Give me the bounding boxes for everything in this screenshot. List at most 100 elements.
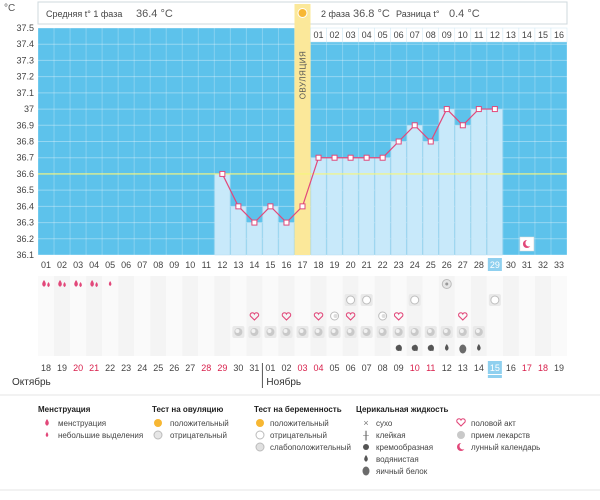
grid-cell [422,292,439,308]
temperature-point [331,154,338,161]
calendar-date-label: 02 [281,363,291,373]
temperature-bar [278,222,295,256]
y-tick-label: 36.9 [16,120,34,130]
calendar-date-label: 04 [314,363,324,373]
temperature-point [347,154,354,161]
legend-item-label: клейкая [376,431,406,440]
legend-ovulation-positive-icon [154,419,162,427]
calendar-date-label: 05 [330,363,340,373]
cycle-day-label: 05 [105,260,115,270]
calendar-date-label: 28 [201,363,211,373]
grid-cell [118,308,135,324]
calendar-date-label: 18 [41,363,51,373]
calendar-date-label: 19 [57,363,67,373]
y-tick-label: 37.1 [16,88,34,98]
grid-cell [518,292,535,308]
grid-cell [326,276,343,292]
grid-cell [198,324,215,340]
pills-icon-shine [251,329,256,333]
y-tick-label: 36.4 [16,201,34,211]
grid-cell [38,308,55,324]
phase2-day-label: 13 [506,30,516,40]
cycle-day-label: 01 [41,260,51,270]
phase2-day-label: 15 [538,30,548,40]
grid-cell [326,292,343,308]
grid-cell [38,340,55,356]
grid-cell [518,324,535,340]
phase2-day-cell [550,27,568,43]
grid-cell [294,340,311,356]
grid-cell [534,308,551,324]
grid-cell [166,340,183,356]
y-tick-label: 36.2 [16,234,34,244]
grid-cell [134,292,151,308]
phase2-day-label: 14 [522,30,532,40]
cycle-day-label: 30 [506,260,516,270]
creamy-fluid-icon [411,345,418,351]
calendar-date-label: 07 [362,363,372,373]
grid-cell [182,276,199,292]
calendar-date-label: 10 [410,363,420,373]
grid-cell [518,276,535,292]
spotting-drop-icon [108,281,112,287]
legend-item-label: отрицательный [270,431,327,440]
grid-cell [550,276,567,292]
cycle-day-label: 31 [522,260,532,270]
menstruation-drop-icon [95,282,98,288]
temperature-point [267,203,274,210]
y-tick-label: 36.3 [16,218,34,228]
grid-cell [390,308,407,324]
cycle-day-label: 08 [153,260,163,270]
menstruation-drop-icon [47,282,50,288]
grid-cell [166,292,183,308]
temperature-bar [358,157,375,256]
grid-cell [454,308,471,324]
legend-watery-icon [364,455,368,462]
legend-title: Тест на беременность [254,405,342,414]
legend-item-label: положительный [270,419,329,428]
temperature-bar [422,141,439,256]
intercourse-heart-icon [393,312,404,321]
legend-item-label: водянистая [376,455,419,464]
calendar-date-label: 21 [89,363,99,373]
grid-cell [278,308,295,324]
calendar-date-label: 14 [474,363,484,373]
grid-cell [198,276,215,292]
grid-cell [182,340,199,356]
cycle-day-label: 29 [490,260,500,270]
phase2-value: 36.8 °C [353,8,390,20]
pills-icon-shine [427,329,432,333]
grid-cell [342,308,359,324]
legend-item-label: кремообразная [376,443,433,452]
grid-cell [246,276,263,292]
legend-pills-icon [457,431,465,439]
legend-item-label: отрицательный [170,431,227,440]
temperature-bar [471,108,487,256]
grid-cell [438,308,455,324]
calendar-date-label: 08 [378,363,388,373]
phase1-value: 36.4 °C [136,8,173,20]
grid-cell [454,292,471,308]
legend-creamy-icon [363,444,369,450]
legend-item-label: яичный белок [376,467,428,476]
grid-cell [118,292,135,308]
y-tick-label: 37.4 [16,39,34,49]
grid-cell [550,292,567,308]
y-tick-label: 37.2 [16,72,34,82]
grid-cell [102,308,119,324]
cycle-day-label: 25 [426,260,436,270]
grid-cell [150,308,167,324]
calendar-date-label: 30 [233,363,243,373]
legend-item-label: половой акт [471,419,516,428]
pregnancy-test-faint-icon-inner [381,314,386,318]
phase2-day-label: 02 [330,30,340,40]
ovulation-label: ОВУЛЯЦИЯ [299,51,308,100]
pregnancy-test-negative-icon [362,295,372,305]
grid-cell [486,308,503,324]
grid-cell [310,292,327,308]
grid-cell [422,276,439,292]
cycle-day-label: 22 [378,260,388,270]
calendar-date-label: 31 [249,363,259,373]
phase2-day-label: 11 [474,30,483,40]
